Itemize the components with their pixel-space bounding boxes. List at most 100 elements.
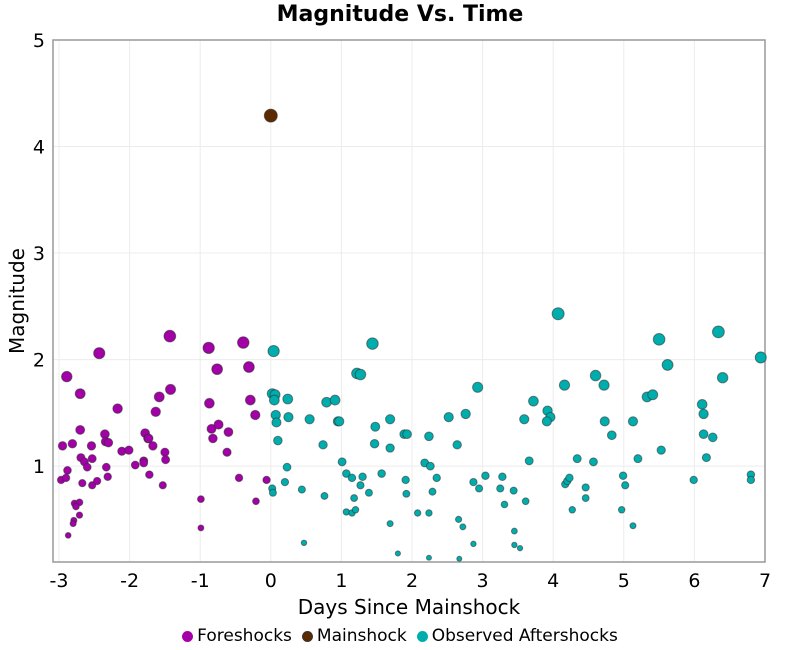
legend-item-mainshock: Mainshock	[301, 626, 407, 646]
point-foreshocks	[213, 419, 224, 430]
point-observed-aftershocks	[385, 443, 395, 453]
point-foreshocks	[204, 397, 215, 409]
point-observed-aftershocks	[402, 429, 412, 440]
point-foreshocks	[87, 454, 97, 464]
point-foreshocks	[244, 394, 256, 406]
point-observed-aftershocks	[452, 440, 462, 450]
point-observed-aftershocks	[521, 497, 530, 506]
point-foreshocks	[211, 363, 224, 376]
x-tick-label: 1	[335, 570, 347, 592]
point-observed-aftershocks	[598, 379, 610, 391]
point-observed-aftershocks	[698, 408, 709, 420]
point-observed-aftershocks	[377, 469, 386, 478]
point-observed-aftershocks	[568, 506, 577, 514]
point-observed-aftershocks	[304, 414, 315, 425]
x-tick-label: 7	[759, 570, 771, 592]
point-observed-aftershocks	[334, 416, 345, 427]
point-observed-aftershocks	[572, 454, 582, 464]
point-observed-aftershocks	[358, 472, 367, 482]
point-observed-aftershocks	[621, 481, 630, 490]
point-observed-aftershocks	[599, 416, 610, 427]
point-observed-aftershocks	[627, 416, 639, 427]
point-foreshocks	[69, 520, 77, 528]
point-observed-aftershocks	[385, 414, 396, 425]
point-foreshocks	[148, 441, 158, 451]
point-observed-aftershocks	[647, 389, 659, 401]
point-observed-aftershocks	[516, 544, 524, 552]
point-observed-aftershocks	[318, 440, 328, 450]
legend-marker-foreshocks	[182, 630, 194, 642]
legend-label-foreshocks: Foreshocks	[197, 626, 292, 646]
point-foreshocks	[208, 433, 218, 444]
y-tick-label: 4	[33, 137, 45, 159]
point-foreshocks	[61, 370, 73, 383]
point-observed-aftershocks	[696, 399, 708, 410]
point-observed-aftershocks	[342, 469, 351, 478]
point-foreshocks	[67, 439, 78, 449]
point-observed-aftershocks	[551, 307, 565, 321]
legend-item-foreshocks: Foreshocks	[182, 626, 292, 646]
point-observed-aftershocks	[472, 381, 484, 393]
point-observed-aftershocks	[629, 522, 637, 530]
point-foreshocks	[243, 361, 255, 373]
point-observed-aftershocks	[454, 515, 463, 523]
point-observed-aftershocks	[481, 471, 490, 480]
point-foreshocks	[64, 532, 72, 539]
point-observed-aftershocks	[511, 541, 518, 549]
point-observed-aftershocks	[581, 494, 590, 503]
point-foreshocks	[158, 481, 167, 490]
point-foreshocks	[202, 341, 215, 355]
y-tick-label: 1	[33, 456, 45, 478]
point-observed-aftershocks	[500, 500, 509, 509]
point-foreshocks	[237, 336, 250, 349]
point-foreshocks	[75, 424, 86, 435]
point-observed-aftershocks	[351, 506, 360, 514]
point-foreshocks	[161, 455, 171, 465]
legend-label-mainshock: Mainshock	[316, 626, 407, 646]
x-tick-label: 0	[265, 570, 277, 592]
legend-marker-aftershocks	[416, 630, 428, 642]
point-observed-aftershocks	[350, 494, 359, 503]
point-observed-aftershocks	[273, 435, 283, 446]
point-foreshocks	[92, 476, 102, 486]
point-observed-aftershocks	[459, 523, 467, 531]
point-foreshocks	[63, 466, 72, 475]
point-foreshocks	[234, 473, 244, 483]
point-observed-aftershocks	[656, 445, 666, 455]
point-observed-aftershocks	[268, 394, 280, 406]
y-tick-label: 3	[33, 243, 45, 265]
point-foreshocks	[150, 406, 161, 418]
point-observed-aftershocks	[588, 457, 598, 467]
tick-labels: -3 -2 -1 0 1 2 3 4 5 6 7 1 2 3 4 5	[33, 30, 771, 592]
point-observed-aftershocks	[707, 432, 718, 443]
point-observed-aftershocks	[496, 484, 505, 493]
point-observed-aftershocks	[565, 473, 574, 483]
plot-frame	[52, 39, 766, 563]
point-observed-aftershocks	[413, 509, 422, 517]
point-foreshocks	[153, 391, 165, 403]
point-foreshocks	[223, 427, 234, 437]
y-tick-label: 5	[33, 30, 45, 52]
point-observed-aftershocks	[394, 550, 401, 557]
point-observed-aftershocks	[280, 477, 290, 487]
point-observed-aftershocks	[364, 488, 373, 497]
point-foreshocks	[103, 437, 114, 448]
legend-label-aftershocks: Observed Aftershocks	[431, 626, 618, 646]
point-observed-aftershocks	[746, 475, 756, 485]
point-observed-aftershocks	[369, 439, 380, 449]
point-foreshocks	[139, 458, 149, 468]
point-observed-aftershocks	[618, 471, 628, 480]
point-foreshocks	[163, 329, 177, 343]
point-observed-aftershocks	[424, 431, 434, 442]
point-foreshocks	[93, 347, 106, 360]
point-observed-aftershocks	[469, 477, 478, 487]
point-observed-aftershocks	[425, 554, 432, 561]
point-observed-aftershocks	[428, 487, 437, 496]
point-observed-aftershocks	[402, 489, 411, 498]
point-observed-aftershocks	[661, 358, 674, 371]
point-foreshocks	[103, 472, 112, 482]
point-observed-aftershocks	[337, 457, 347, 467]
legend-marker-mainshock	[301, 630, 313, 642]
point-foreshocks	[252, 497, 260, 506]
